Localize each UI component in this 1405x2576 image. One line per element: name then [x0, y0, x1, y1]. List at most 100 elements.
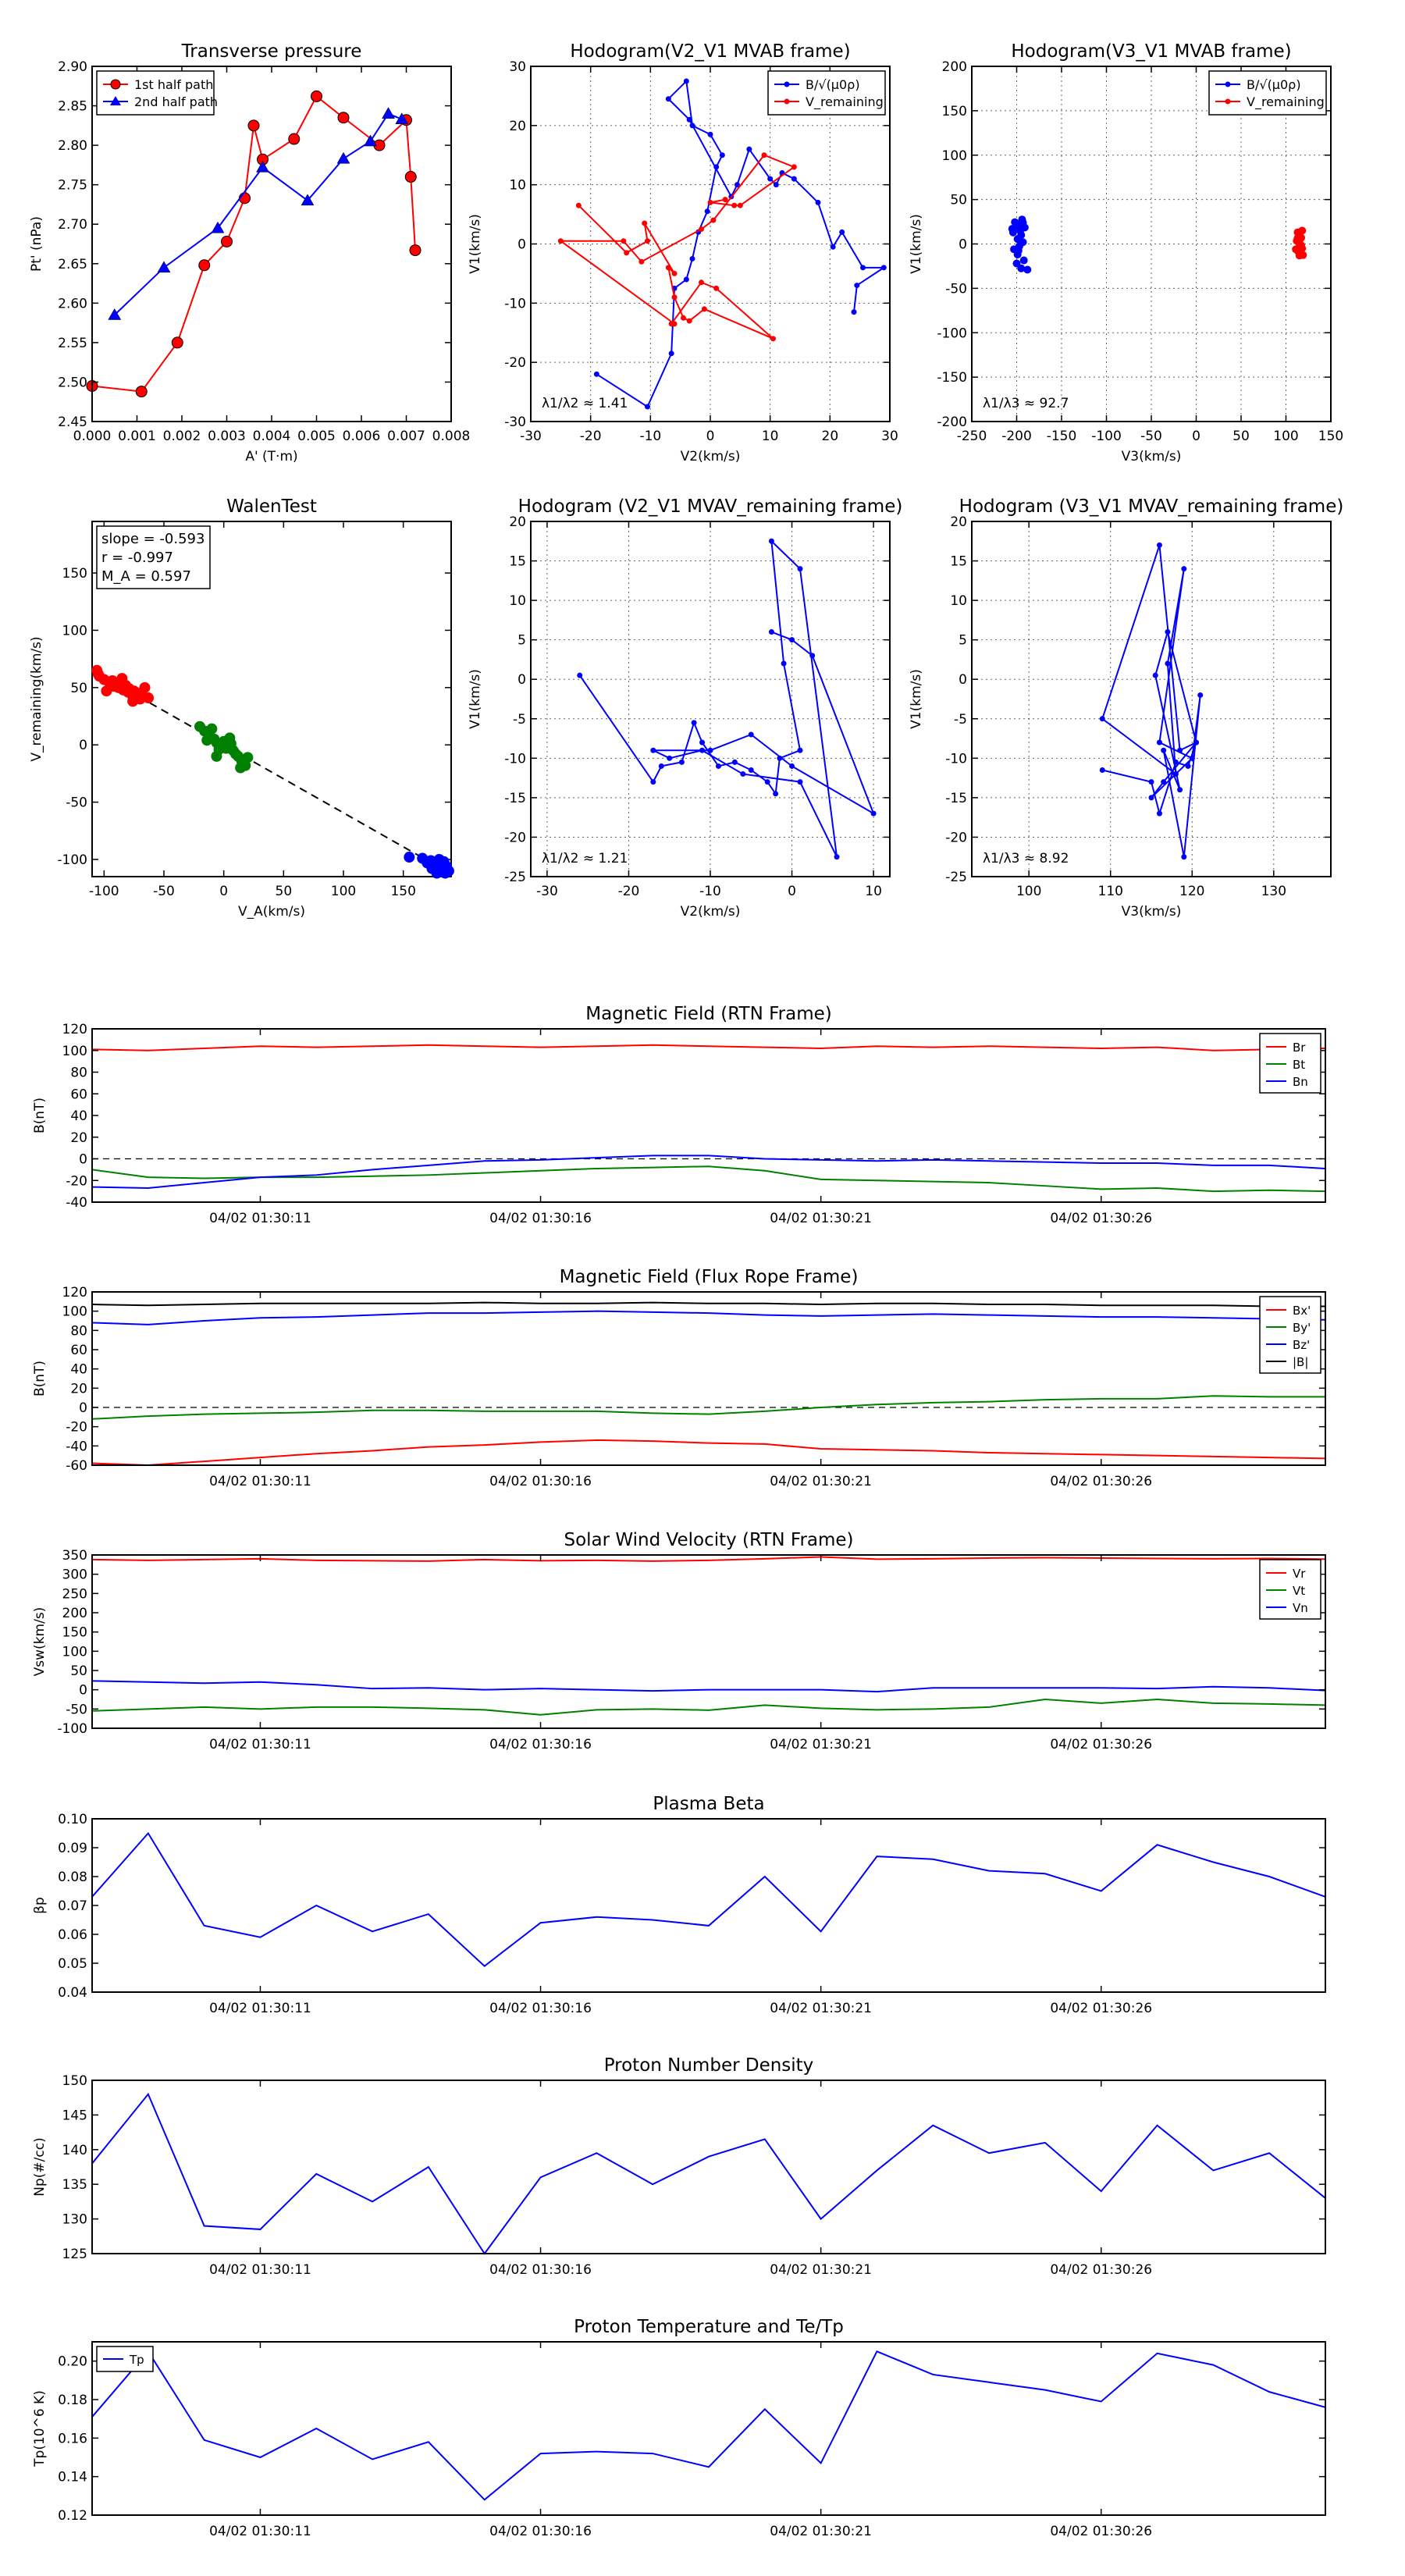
series-line-Vn	[91, 1680, 1326, 1693]
y-tick-label: -100	[937, 326, 967, 341]
x-tick-label: 04/02 01:30:16	[489, 1737, 592, 1752]
y-tick-label: 150	[62, 2073, 87, 2089]
chart-title: Plasma Beta	[653, 1794, 764, 1814]
hodogram-point	[1172, 771, 1179, 777]
stats-text: M_A = 0.597	[101, 568, 191, 585]
y-tick-label: 100	[62, 623, 87, 639]
walen-point-red	[116, 673, 128, 685]
y-tick-label: 100	[62, 1644, 87, 1660]
hodogram-point	[683, 78, 689, 84]
hodogram-point	[593, 371, 599, 377]
series-line	[91, 94, 416, 393]
y-tick-label: 0.18	[58, 2393, 87, 2408]
walen-point-green	[201, 735, 213, 746]
series-line-By'	[91, 1395, 1325, 1420]
x-tick-label: -100	[1091, 429, 1122, 444]
hodogram-point	[839, 229, 845, 235]
x-tick-label: 0.003	[208, 429, 246, 444]
x-tick-label: 50	[1232, 429, 1250, 444]
y-tick-label: 150	[62, 566, 87, 582]
legend-marker	[784, 81, 790, 87]
hodogram-point	[761, 152, 767, 158]
y-tick-label: -100	[57, 852, 87, 868]
x-tick-label: 04/02 01:30:21	[770, 2262, 872, 2278]
chart-hodo3: Hodogram (V2_V1 MVAV_remaining frame) -25…	[468, 496, 902, 920]
x-tick-label: -200	[1001, 429, 1032, 444]
y-tick-label: 0	[518, 672, 526, 688]
y-tick-label: 5	[518, 633, 526, 649]
legend-label: By'	[1293, 1321, 1311, 1335]
x-tick-label: -150	[1047, 429, 1077, 444]
hodogram-point	[1156, 810, 1162, 817]
y-tick-label: -15	[504, 791, 526, 806]
legend-label: Bt	[1293, 1058, 1305, 1072]
x-axis-label: V2(km/s)	[681, 449, 741, 464]
x-axis-label: V2(km/s)	[681, 904, 741, 920]
x-tick-label: 04/02 01:30:21	[770, 1737, 872, 1752]
walen-point-green	[224, 732, 236, 744]
hodogram-point	[748, 731, 754, 738]
hodogram-point	[797, 566, 803, 572]
hodogram-point	[1023, 265, 1032, 274]
x-tick-label: 0.007	[387, 429, 425, 444]
x-tick-label: 120	[1179, 884, 1204, 899]
hodogram-point	[740, 771, 746, 777]
x-tick-label: 04/02 01:30:21	[770, 1474, 872, 1489]
eigenvalue-ratio: λ1/λ3 ≈ 8.92	[983, 851, 1069, 866]
chart-title: Magnetic Field (RTN Frame)	[585, 1004, 832, 1024]
x-tick-label: 150	[390, 884, 415, 899]
y-tick-label: 20	[509, 514, 526, 530]
series-line-Bz'	[91, 1310, 1326, 1325]
legend-label: B/√(μ0ρ)	[806, 77, 860, 92]
hodogram-point	[748, 767, 754, 773]
hodogram-point	[621, 238, 627, 244]
hodogram-point	[768, 538, 774, 544]
hodogram-point	[768, 629, 774, 635]
hodogram-point	[1197, 692, 1204, 698]
x-tick-label: 0.006	[343, 429, 381, 444]
y-tick-label: 50	[950, 193, 967, 208]
y-tick-label: 120	[62, 1285, 87, 1300]
x-tick-label: 100	[1016, 884, 1041, 899]
y-tick-label: 300	[62, 1567, 87, 1583]
legend-frame	[96, 70, 215, 116]
stats-box	[96, 525, 211, 589]
hodogram-point	[645, 404, 650, 410]
y-tick-label: 100	[942, 148, 967, 164]
legend-label: Bn	[1293, 1075, 1308, 1089]
fit-line	[91, 669, 452, 875]
hodogram-point	[699, 226, 704, 233]
y-tick-label: 150	[942, 104, 967, 119]
legend: Tp	[96, 2346, 154, 2372]
x-tick-label: 04/02 01:30:11	[209, 2001, 311, 2016]
x-tick-label: 10	[865, 884, 882, 899]
data-point	[337, 112, 350, 124]
y-tick-label: 2.55	[58, 336, 87, 351]
x-tick-label: -50	[153, 884, 175, 899]
legend-label: 1st half path	[134, 77, 213, 92]
chart-title: WalenTest	[226, 496, 317, 517]
hodogram-point	[577, 672, 583, 678]
y-tick-label: -15	[945, 791, 967, 806]
hodogram-point	[731, 202, 738, 208]
x-axis-label: A' (T·m)	[245, 449, 297, 464]
x-tick-label: 10	[762, 429, 779, 444]
y-tick-label: 2.90	[58, 59, 87, 75]
legend-marker	[110, 79, 121, 90]
hodogram-point	[1148, 779, 1154, 785]
hodogram-point	[860, 265, 866, 271]
walen-point-green	[211, 750, 222, 762]
y-tick-label: 5	[959, 633, 967, 649]
hodogram-point	[791, 164, 797, 170]
walen-point-blue	[431, 867, 443, 879]
hodogram-path	[558, 154, 796, 340]
hodogram-point	[671, 321, 678, 327]
x-tick-label: 0.002	[163, 429, 201, 444]
legend: Vr Vt Vn	[1259, 1559, 1321, 1620]
x-tick-label: 50	[276, 884, 293, 899]
hodogram-point	[710, 217, 717, 223]
hodogram-point	[691, 720, 697, 726]
y-tick-label: 0.14	[58, 2470, 87, 2485]
x-axis-label: V_A(km/s)	[238, 904, 305, 920]
y-tick-label: -100	[57, 1721, 87, 1737]
